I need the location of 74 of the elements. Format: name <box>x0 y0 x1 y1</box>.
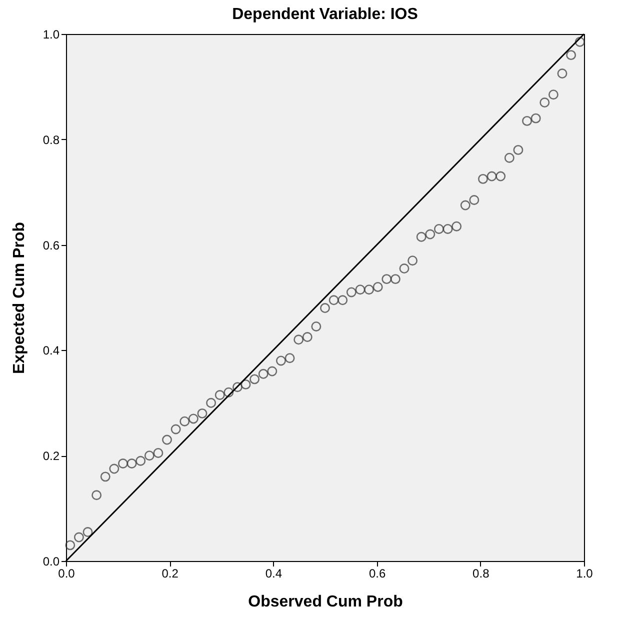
point <box>513 144 524 155</box>
point <box>126 458 137 468</box>
point <box>144 450 154 461</box>
point <box>240 379 251 390</box>
point <box>434 224 444 234</box>
point <box>442 224 453 234</box>
x-tick-label: 1.0 <box>576 566 594 580</box>
y-tick-label: 0.4 <box>42 344 60 358</box>
point <box>452 221 462 232</box>
point <box>109 464 120 474</box>
point <box>566 50 576 60</box>
point <box>118 458 128 468</box>
point <box>372 282 383 292</box>
point <box>328 295 339 306</box>
point <box>65 540 76 550</box>
x-tick-label: 0.6 <box>368 566 386 580</box>
point <box>382 274 392 284</box>
point <box>540 98 550 108</box>
chart-title: Dependent Variable: IOS <box>232 6 418 23</box>
x-tick-label: 0.4 <box>265 566 282 580</box>
point <box>425 229 436 240</box>
point <box>74 532 84 542</box>
y-tick-label: 0.2 <box>42 449 60 464</box>
point <box>224 387 234 398</box>
point <box>92 490 102 500</box>
x-tick-label: 0.2 <box>162 566 179 580</box>
point <box>390 274 400 284</box>
point <box>284 353 295 364</box>
point <box>153 448 164 458</box>
point <box>100 472 110 482</box>
x-axis-title: Observed Cum Prob <box>248 594 404 610</box>
point <box>311 322 322 332</box>
point <box>399 264 410 274</box>
point <box>522 116 532 126</box>
point <box>530 113 541 124</box>
x-tick-label: 0.0 <box>58 566 76 580</box>
point <box>206 398 216 408</box>
point <box>486 171 497 182</box>
point <box>320 303 330 314</box>
point <box>338 295 348 306</box>
y-tick-label: 1.0 <box>42 28 60 42</box>
y-tick-label: 0.6 <box>42 238 60 252</box>
y-tick-label: 0.0 <box>42 554 60 568</box>
point <box>162 434 172 445</box>
point <box>574 36 585 47</box>
point <box>214 390 225 400</box>
y-tick-label: 0.8 <box>42 132 60 147</box>
point <box>276 356 286 366</box>
point <box>496 171 506 182</box>
point <box>294 334 304 345</box>
point <box>232 382 242 392</box>
point <box>258 368 268 379</box>
y-axis-title: Expected Cum Prob <box>10 222 28 374</box>
point <box>460 200 470 210</box>
point <box>170 424 181 434</box>
point <box>197 408 208 418</box>
point <box>355 284 366 295</box>
point <box>408 256 418 266</box>
point <box>346 287 356 298</box>
point <box>469 195 480 205</box>
point <box>188 414 198 424</box>
point <box>504 152 514 163</box>
point <box>136 456 146 466</box>
point <box>82 527 93 537</box>
point <box>364 284 374 295</box>
point <box>478 174 488 184</box>
point <box>557 68 568 78</box>
point <box>250 374 260 384</box>
point <box>302 332 312 342</box>
x-tick-label: 0.8 <box>472 566 490 580</box>
point <box>416 232 426 242</box>
point <box>548 90 558 100</box>
point <box>267 366 278 376</box>
point <box>180 416 190 426</box>
